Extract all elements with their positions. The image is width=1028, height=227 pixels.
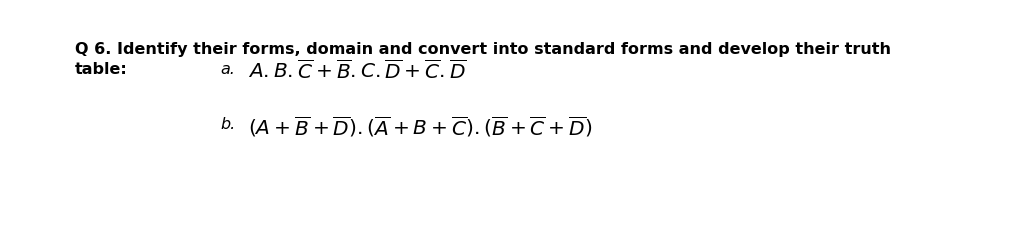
Text: $\mathit{A.B.\overline{C}+\overline{B}.C.\overline{D}+\overline{C}.\overline{D}}: $\mathit{A.B.\overline{C}+\overline{B}.C…: [248, 59, 467, 82]
Text: a.: a.: [220, 62, 234, 77]
Text: $\mathit{(A+\overline{B}+\overline{D}).(\overline{A}+B+\overline{C}).(\overline{: $\mathit{(A+\overline{B}+\overline{D}).(…: [248, 114, 592, 138]
Text: b.: b.: [220, 116, 235, 131]
Text: Q 6. Identify their forms, domain and convert into standard forms and develop th: Q 6. Identify their forms, domain and co…: [75, 42, 891, 57]
Text: table:: table:: [75, 62, 127, 77]
